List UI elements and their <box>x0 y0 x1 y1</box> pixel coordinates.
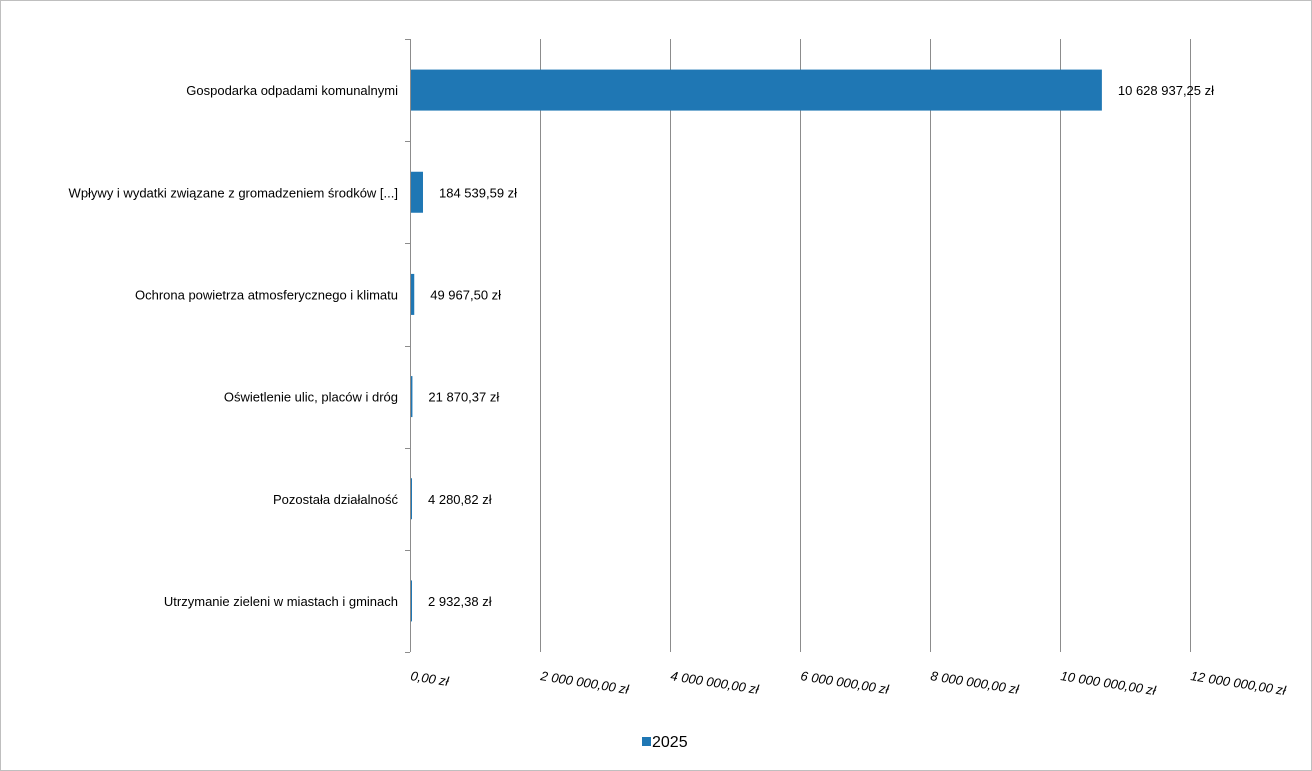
grid-lines <box>540 39 1191 652</box>
x-tick-label: 2 000 000,00 zł <box>539 668 631 697</box>
data-label: 10 628 937,25 zł <box>1118 83 1214 98</box>
category-label: Gospodarka odpadami komunalnymi <box>186 83 398 98</box>
category-label: Pozostała działalność <box>273 492 399 507</box>
category-labels: Gospodarka odpadami komunalnymi Wpływy i … <box>69 83 399 609</box>
bar <box>411 376 413 418</box>
bars <box>411 69 1102 622</box>
category-label: Ochrona powietrza atmosferycznego i klim… <box>135 287 398 302</box>
x-tick-label: 12 000 000,00 zł <box>1190 668 1288 698</box>
category-label: Oświetlenie ulic, placów i dróg <box>224 390 398 405</box>
y-axis <box>405 39 411 653</box>
legend: 2025 <box>642 734 688 751</box>
x-tick-label: 6 000 000,00 zł <box>800 668 891 697</box>
data-labels: 10 628 937,25 zł 184 539,59 zł 49 967,50 z… <box>428 83 1214 609</box>
x-tick-label: 0,00 zł <box>410 668 451 689</box>
x-tick-label: 10 000 000,00 zł <box>1060 668 1158 698</box>
x-tick-label: 4 000 000,00 zł <box>670 668 761 697</box>
x-tick-label: 8 000 000,00 zł <box>930 668 1021 697</box>
x-tick-labels: 0,00 zł 2 000 000,00 zł 4 000 000,00 zł 6 0… <box>410 668 1288 698</box>
bar <box>411 580 412 622</box>
bar <box>411 273 415 315</box>
legend-label: 2025 <box>652 734 688 751</box>
category-label: Utrzymanie zieleni w miastach i gminach <box>164 594 398 609</box>
legend-swatch <box>642 737 651 746</box>
data-label: 2 932,38 zł <box>428 594 492 609</box>
category-label: Wpływy i wydatki związane z gromadzeniem… <box>69 185 398 200</box>
data-label: 49 967,50 zł <box>430 287 501 302</box>
data-label: 21 870,37 zł <box>428 390 499 405</box>
bar <box>411 171 423 213</box>
data-label: 184 539,59 zł <box>439 185 517 200</box>
data-label: 4 280,82 zł <box>428 492 492 507</box>
bar <box>411 69 1102 111</box>
bar <box>411 478 412 520</box>
